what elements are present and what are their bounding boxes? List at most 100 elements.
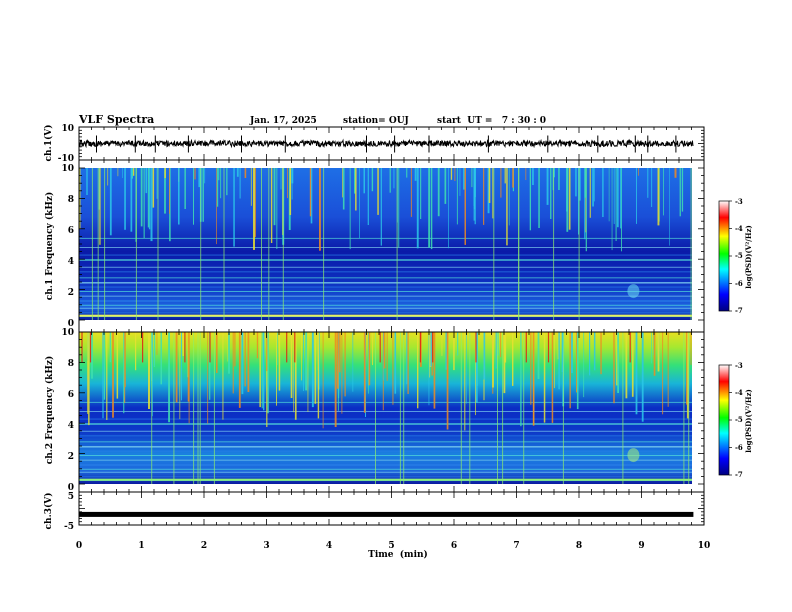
ch2-spectrogram-sferic	[379, 332, 381, 363]
ch2-spectrogram-sferic	[428, 332, 430, 406]
ch1-spectrogram-hline	[79, 259, 692, 261]
ch1-spectrogram-hline	[79, 254, 692, 256]
ch2-spectrogram-sferic	[187, 332, 189, 378]
ch1-spectrogram-sferic	[647, 168, 649, 198]
ch1-spectrogram-sferic	[124, 168, 126, 230]
time-tick-label: 6	[451, 541, 457, 551]
ch1-spectrogram-hline	[79, 286, 692, 288]
ch2-spectrogram-sferic	[492, 332, 494, 388]
ch2-spectrogram-sferic	[525, 332, 527, 363]
ch2-spectrogram-hline	[79, 464, 692, 466]
ch2-spectrogram-hline	[79, 455, 692, 456]
ch2-cb-tick-4: -4	[735, 388, 743, 397]
ch1-spectrogram-sferic	[342, 168, 343, 198]
ch1-spectrogram-sferic	[506, 168, 508, 246]
ch1-spectrogram-sferic	[323, 168, 325, 320]
ch1-spectrogram-sferic	[253, 168, 255, 250]
ch2-spectrogram-sferic	[383, 332, 384, 381]
ch1-spectrogram-sferic	[270, 168, 273, 243]
ch1-spectrogram-hline	[79, 266, 692, 268]
ch2-spectrogram-sferic	[686, 332, 688, 405]
time-axis-labels: 0 1 2 3 4 5 6 7 8 9 10	[76, 541, 710, 551]
ch1-spectrogram-sferic	[239, 168, 241, 199]
ch3-ytick-bottom: -5	[64, 522, 74, 532]
ch2-spectrogram-sferic	[532, 332, 535, 426]
ch2-spectrogram-sferic	[419, 332, 421, 363]
ch1-spectrogram-sferic	[454, 168, 456, 181]
ch1-spectrogram-hline	[79, 291, 692, 292]
ch1-spectrogram-sferic	[553, 168, 555, 320]
ch1-waveform-ylabel: ch.1(V)	[43, 125, 54, 162]
ch2-spectrogram-sferic	[683, 332, 685, 484]
ch2-spectrogram-sferic	[651, 332, 652, 364]
ch1-spectrogram-sferic	[389, 168, 391, 193]
ch1-spectrogram-sferic	[135, 168, 137, 320]
ch2-spectrogram-sferic	[504, 332, 507, 363]
ch2-spectrogram-background	[79, 332, 692, 484]
ch2-spectrogram-sferic	[520, 332, 522, 427]
ch2-spectrogram-sferic	[125, 332, 126, 387]
ch2-spectrogram-sferic	[583, 332, 585, 398]
ch2-spectrogram-sferic	[341, 332, 343, 414]
ch1-spectrogram-sferic	[608, 168, 610, 222]
ch1-ytick-4: 4	[68, 257, 74, 267]
ch1-spectrogram-sferic	[585, 168, 587, 252]
ch2-spectrogram-sferic	[102, 332, 104, 419]
ch2-spectrogram-sferic	[311, 332, 314, 408]
ch2-spectrogram-sferic	[613, 332, 615, 404]
ch2-spectrogram-sferic	[338, 332, 341, 373]
ch1-spectrogram-sferic	[216, 168, 217, 245]
ch1-spectrogram-hline	[79, 237, 692, 239]
figure-title: VLF Spectra	[78, 113, 154, 126]
time-tick-label: 1	[138, 541, 144, 551]
ch2-spectrogram-sferic	[256, 332, 259, 359]
ch1-colorbar: -3 -4 -5 -6 -7 log(PSD)(V²/Hz)	[718, 197, 753, 315]
ch1-spectrogram-sferic	[204, 168, 206, 184]
ch2-cb-tick-6: -6	[735, 443, 743, 452]
ch2-spectrogram-sferic	[530, 332, 532, 405]
ch2-ytick-6: 6	[68, 390, 74, 400]
ch2-spectrogram-sferic	[175, 332, 178, 403]
ch1-spectrogram-sferic	[500, 168, 502, 198]
ch2-spectrogram-sferic	[593, 332, 596, 371]
ch1-spectrogram-sferic	[669, 168, 670, 246]
ch1-ytick-10: 10	[61, 164, 74, 174]
ch2-spectrogram-sferic	[160, 332, 162, 385]
ch2-spectrogram-sferic	[305, 332, 308, 391]
ch1-ytick-2: 2	[68, 288, 74, 298]
ch2-spectrogram-sferic	[483, 332, 486, 380]
ch2-spectrogram-sferic	[523, 332, 525, 484]
ch1-ytick-0: 0	[68, 319, 74, 329]
ch1-spectrogram-sferic	[147, 168, 150, 228]
ch2-spectrogram-sferic	[368, 332, 371, 386]
ch2-spectrogram-sferic	[686, 332, 689, 419]
ch1-colorbar-label: log(PSD)(V²/Hz)	[744, 225, 753, 289]
ch1-spectrogram-sferic	[319, 168, 321, 251]
ch1-spectrogram-sferic	[621, 168, 622, 252]
ch2-spectrogram-sferic	[429, 332, 431, 378]
ch2-colorbar-label: log(PSD)(V²/Hz)	[744, 389, 753, 453]
ch2-spectrogram-sferic	[386, 332, 388, 381]
ch1-spectrogram-sferic	[156, 168, 158, 199]
ch1-spectrogram-sferic	[184, 168, 186, 209]
ch2-spectrogram-sferic	[688, 332, 690, 484]
ch2-spectrogram-sferic	[307, 332, 309, 412]
ch1-spectrogram-sferic	[450, 168, 453, 180]
ch1-spectrogram-sferic	[593, 168, 595, 202]
ch1-spectrogram-sferic	[613, 168, 615, 224]
ch1-spectrogram-sferic	[377, 168, 379, 215]
ch1-spectrogram-sferic	[280, 168, 282, 190]
ch2-spectrogram-hline	[79, 450, 692, 452]
ch1-spectrogram-sferic	[354, 168, 356, 194]
ch1-spectrogram-sferic	[117, 168, 119, 177]
ch1-spectrogram-sferic	[355, 168, 357, 211]
ch2-spectrogram-hline	[79, 459, 692, 461]
ch1-spectrogram-sferic	[367, 168, 369, 225]
ch2-spectrogram-sferic	[286, 332, 288, 363]
ch3-waveform-panel: 5 -5 ch.3(V)	[43, 491, 705, 532]
ch1-spectrogram-sferic	[310, 168, 313, 224]
ch1-cb-tick-7: -7	[735, 306, 743, 315]
ch3-waveform-ylabel: ch.3(V)	[43, 493, 54, 530]
ch2-spectrogram-sferic	[537, 332, 540, 379]
ch1-spectrogram-sferic	[473, 168, 476, 210]
